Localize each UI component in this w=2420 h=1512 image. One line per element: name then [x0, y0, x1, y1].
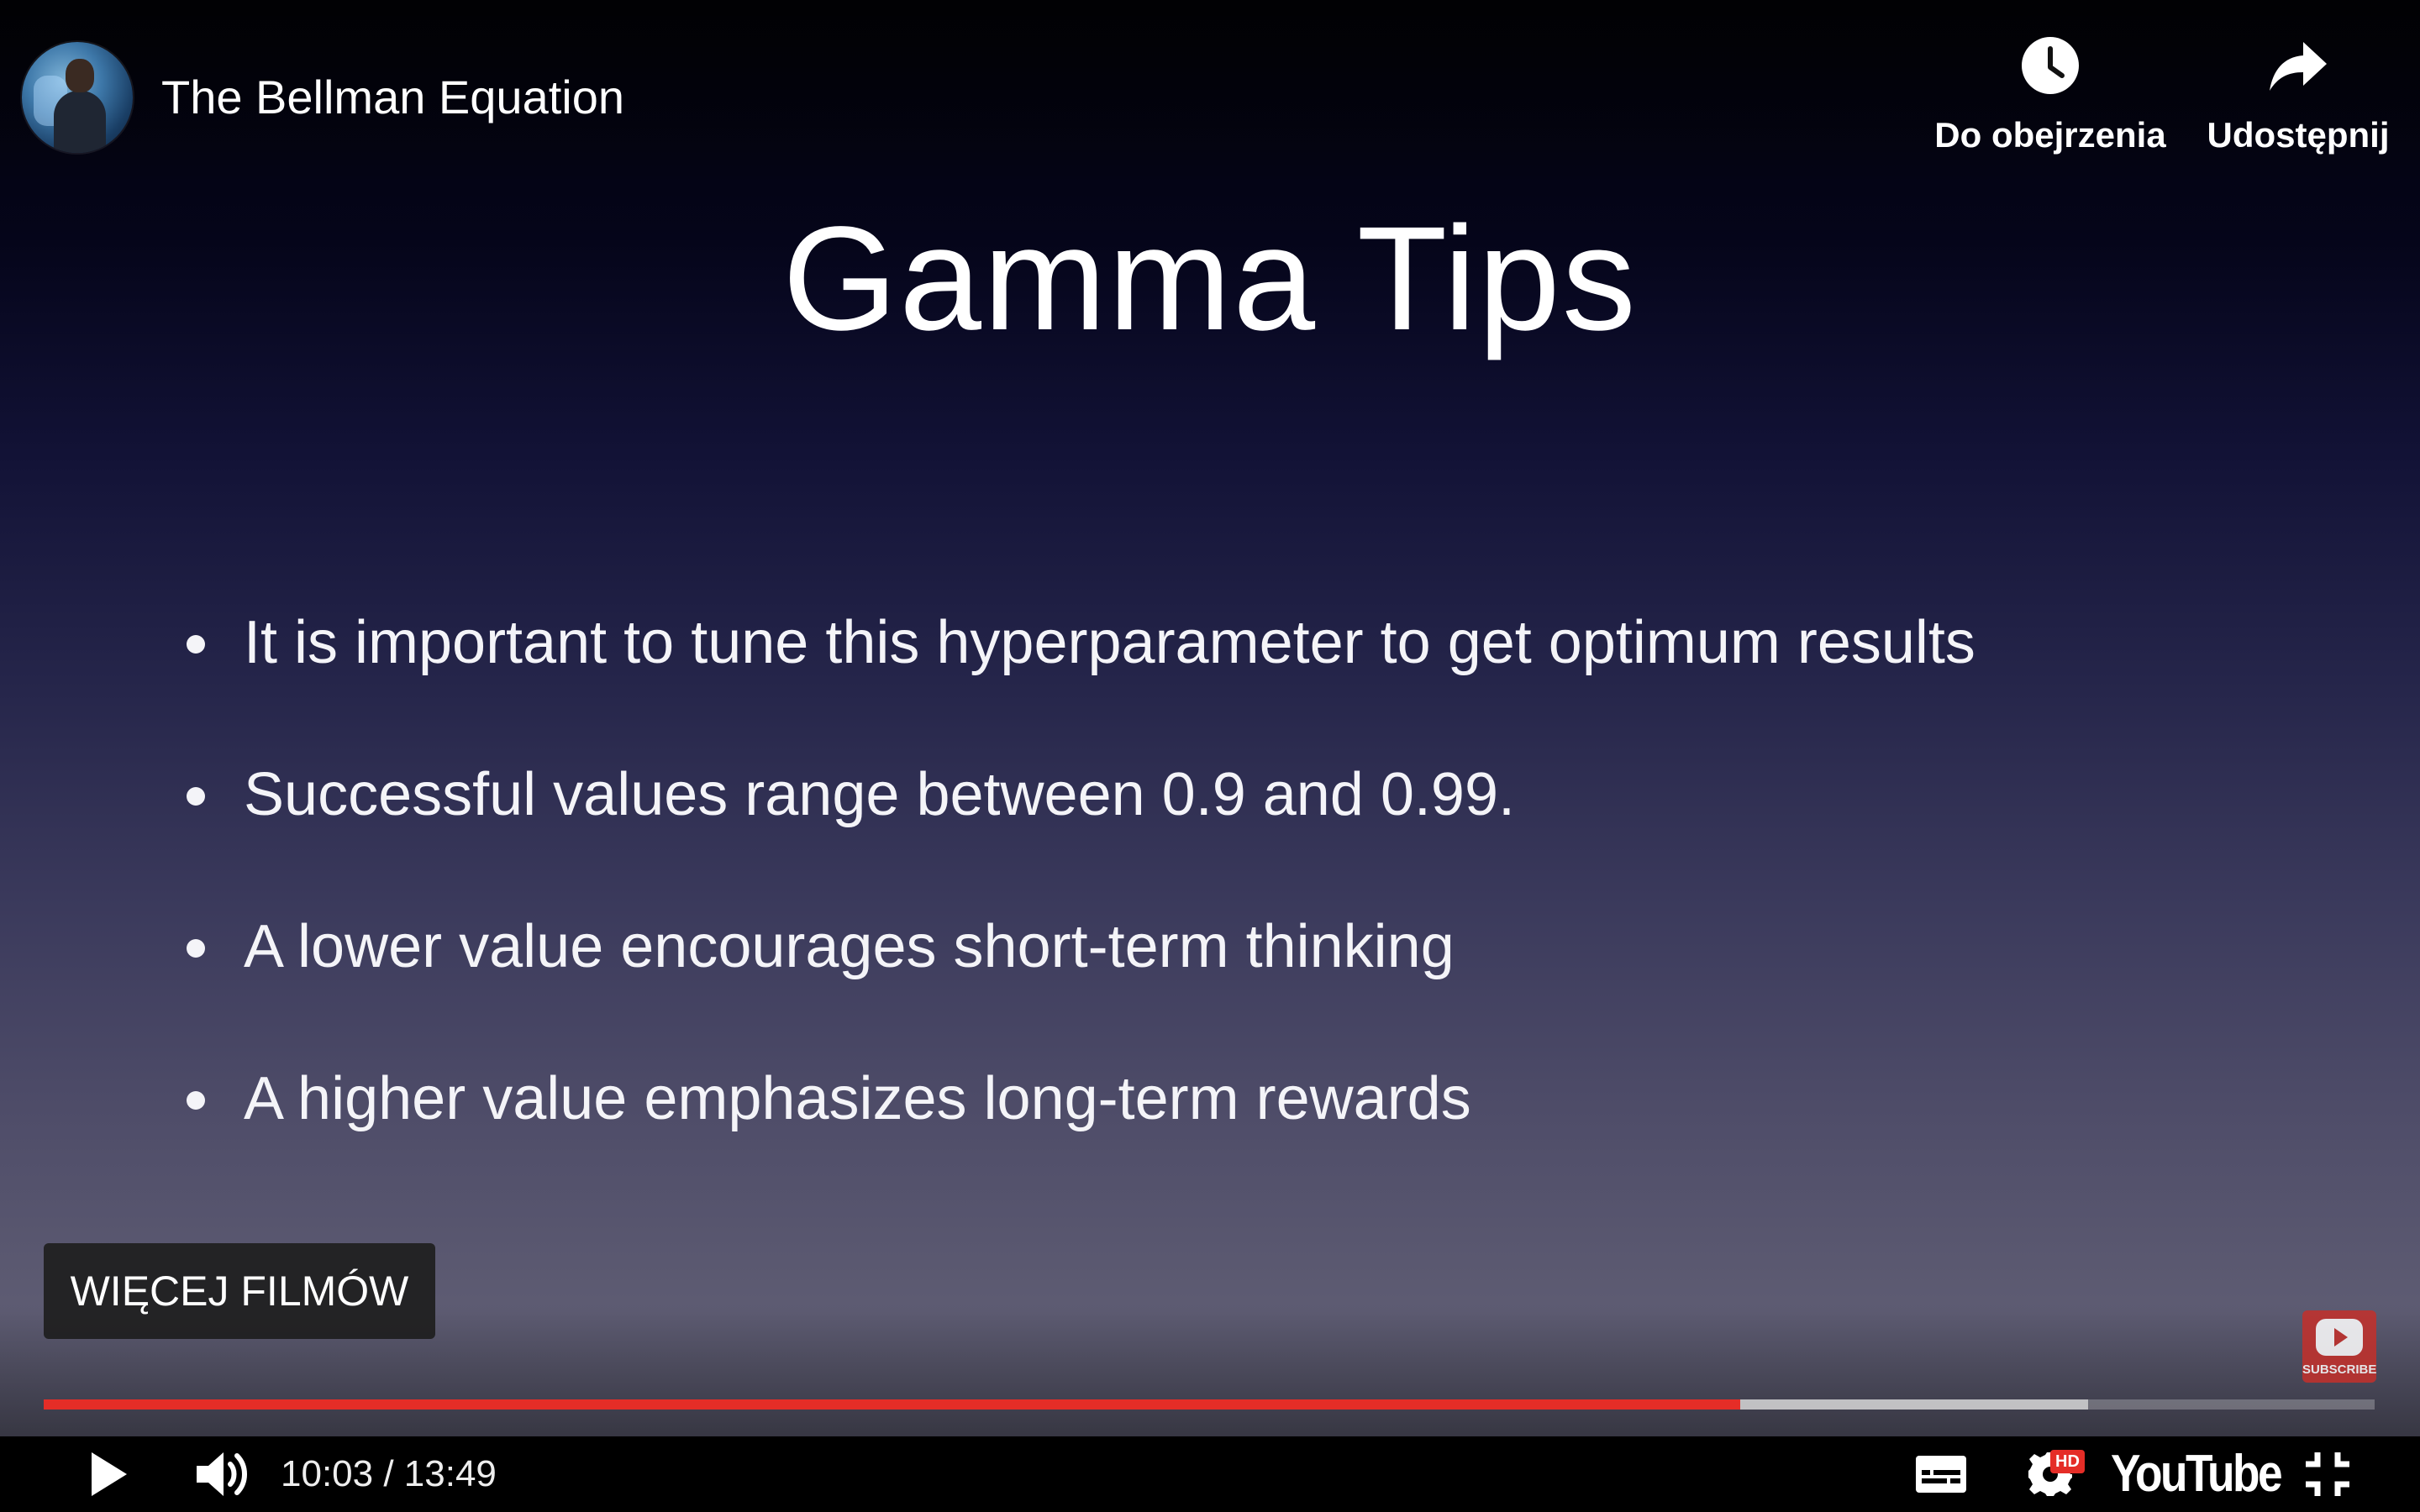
time-display: 10:03 / 13:49 [281, 1436, 497, 1512]
youtube-play-icon [2316, 1319, 2363, 1356]
subscribe-watermark[interactable]: SUBSCRIBE [2302, 1310, 2376, 1383]
share-label: Udostępnij [2193, 114, 2403, 156]
bullet-text: A lower value encourages short-term thin… [244, 913, 1455, 980]
hd-badge: HD [2050, 1450, 2085, 1473]
subtitles-icon [1915, 1455, 1967, 1494]
volume-button[interactable] [185, 1436, 260, 1512]
watch-later-button[interactable]: Do obejrzenia [1933, 34, 2168, 156]
subtitles-button[interactable] [1907, 1436, 1975, 1512]
settings-button[interactable]: HD [2008, 1436, 2092, 1512]
more-videos-button[interactable]: WIĘCEJ FILMÓW [44, 1243, 435, 1339]
slide-title: Gamma Tips [0, 195, 2420, 363]
bullet-dot-icon [187, 939, 205, 958]
share-arrow-icon [2266, 34, 2330, 97]
youtube-logo[interactable]: YouTube [2111, 1436, 2281, 1512]
slide-bullet: Successful values range between 0.9 and … [176, 757, 1975, 909]
watch-later-label: Do obejrzenia [1933, 114, 2168, 156]
bullet-dot-icon [187, 635, 205, 654]
share-button[interactable]: Udostępnij [2193, 34, 2403, 156]
bullet-text: Successful values range between 0.9 and … [244, 761, 1515, 828]
progress-played [44, 1399, 1740, 1410]
bullet-text: It is important to tune this hyperparame… [244, 609, 1975, 676]
channel-avatar[interactable] [22, 42, 133, 153]
video-title[interactable]: The Bellman Equation [161, 69, 624, 126]
slide-bullet-list: It is important to tune this hyperparame… [176, 605, 1975, 1213]
play-button[interactable] [76, 1436, 143, 1512]
play-icon [88, 1451, 130, 1498]
bullet-dot-icon [187, 1091, 205, 1110]
control-bar: 10:03 / 13:49 HD YouTube [0, 1436, 2420, 1512]
bullet-text: A higher value emphasizes long-term rewa… [244, 1065, 1471, 1132]
exit-fullscreen-button[interactable] [2294, 1436, 2361, 1512]
slide-bullet: A higher value emphasizes long-term rewa… [176, 1061, 1975, 1213]
progress-bar[interactable] [44, 1399, 2375, 1410]
volume-icon [195, 1449, 250, 1499]
avatar-head-graphic [66, 59, 94, 92]
subscribe-label: SUBSCRIBE [2302, 1362, 2376, 1377]
bullet-dot-icon [187, 787, 205, 806]
top-bar: The Bellman Equation Do obejrzenia Udost… [0, 0, 2420, 185]
clock-icon [2018, 34, 2082, 97]
avatar-body-graphic [54, 91, 106, 153]
exit-fullscreen-icon [2304, 1451, 2351, 1498]
slide-bullet: A lower value encourages short-term thin… [176, 909, 1975, 1061]
slide-bullet: It is important to tune this hyperparame… [176, 605, 1975, 757]
